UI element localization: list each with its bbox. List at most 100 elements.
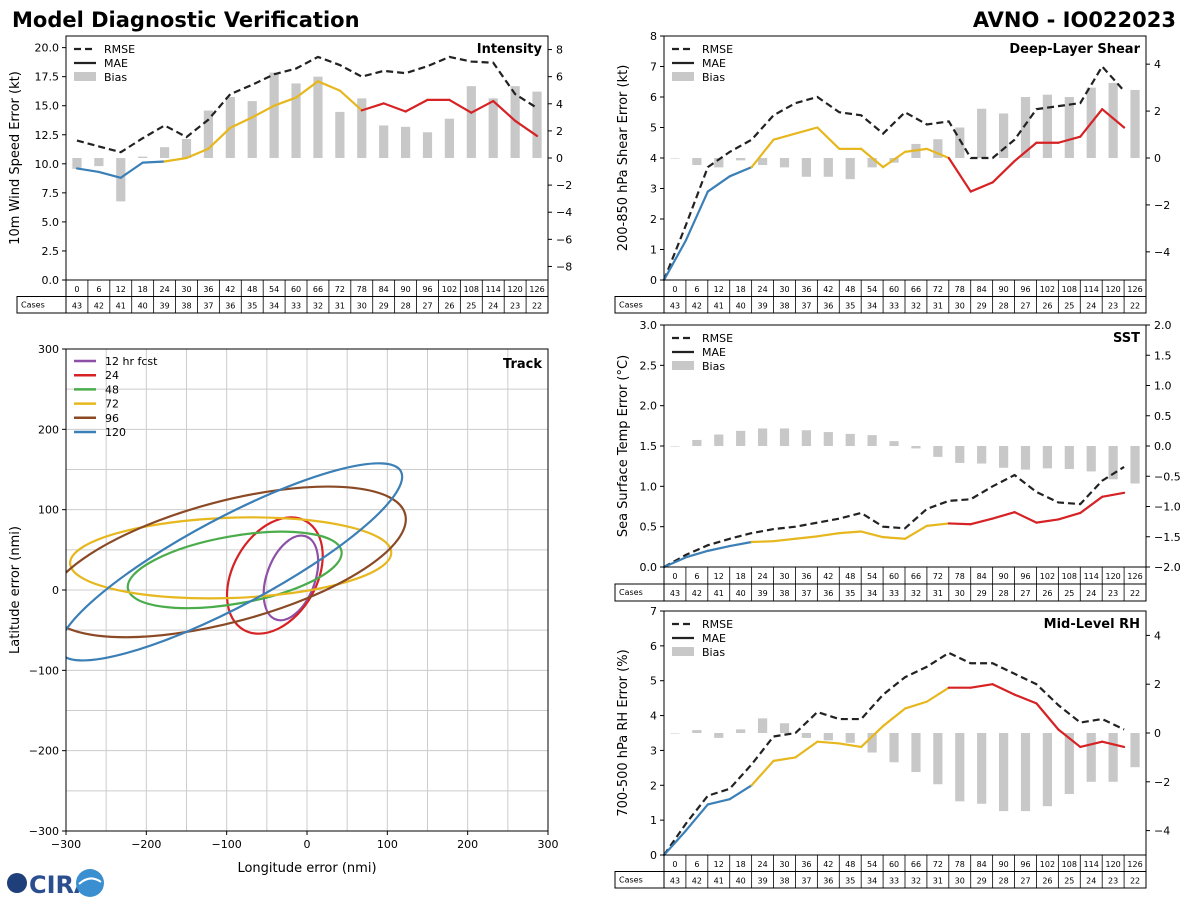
sst-hour-label: 120 xyxy=(1105,572,1120,581)
intensity-mae-segment xyxy=(448,98,473,114)
track-xlabel: Longitude error (nmi) xyxy=(237,861,376,876)
intensity-mae-segment xyxy=(360,102,385,112)
intensity-hour-label: 42 xyxy=(225,285,235,294)
shear-case-count: 42 xyxy=(692,302,702,311)
rh-case-count: 39 xyxy=(757,877,767,886)
shear-mae-segment xyxy=(706,175,731,193)
sst-y2tick-label: −1.5 xyxy=(1154,531,1181,544)
intensity-bias-bar xyxy=(116,158,126,202)
intensity-mae-segment xyxy=(492,99,517,122)
rh-y2tick-label: 2 xyxy=(1154,678,1161,691)
sst-bias-bar xyxy=(779,428,790,446)
intensity-ytick-label: 17.5 xyxy=(35,71,60,84)
sst-title: SST xyxy=(1113,331,1140,346)
rh-hour-label: 18 xyxy=(736,860,746,869)
intensity-ytick-label: 15.0 xyxy=(35,100,60,113)
shear-case-count: 29 xyxy=(977,302,987,311)
shear-hour-label: 78 xyxy=(955,285,965,294)
rh-hour-label: 90 xyxy=(998,860,1008,869)
shear-legend-bias-swatch xyxy=(672,72,694,81)
intensity-case-count: 39 xyxy=(159,302,169,311)
shear-hour-label: 30 xyxy=(779,285,789,294)
shear-case-count: 25 xyxy=(1064,302,1074,311)
intensity-hour-label: 84 xyxy=(379,285,389,294)
sst-case-count: 22 xyxy=(1130,589,1140,598)
intensity-panel: 0.0 2.5 5.0 7.5 10.0 12.5 15.0 17.5 20.0 −8 −6 −4 −2… xyxy=(8,35,572,314)
rh-mae-segment xyxy=(684,803,709,832)
track-xtick-label: 100 xyxy=(377,838,398,851)
track-title: Track xyxy=(503,357,542,372)
intensity-mae-segment xyxy=(97,170,122,179)
rh-hour-label: 102 xyxy=(1040,860,1055,869)
rh-mae-segment xyxy=(816,740,841,745)
sst-case-count: 25 xyxy=(1064,589,1074,598)
sst-case-count: 34 xyxy=(867,589,877,598)
sst-rmse-line xyxy=(663,466,1125,568)
sst-hour-label: 24 xyxy=(757,572,767,581)
sst-case-count: 24 xyxy=(1086,589,1096,598)
shear-bias-bar xyxy=(714,158,724,168)
rh-mae-segment xyxy=(794,740,819,759)
intensity-y2tick-label: −8 xyxy=(556,260,572,273)
rh-case-count: 35 xyxy=(845,877,855,886)
intensity-bias-bar xyxy=(400,126,411,158)
shear-ytick-label: 8 xyxy=(650,30,657,43)
rh-mae-segment xyxy=(860,724,885,749)
sst-case-count: 26 xyxy=(1042,589,1052,598)
sst-mae-segment xyxy=(903,524,929,540)
intensity-case-count: 24 xyxy=(488,302,498,311)
rh-bias-bar xyxy=(801,733,812,738)
intensity-case-count: 26 xyxy=(444,302,454,311)
shear-bias-bar xyxy=(998,113,1009,158)
intensity-mae-segment xyxy=(207,126,232,150)
rh-bias-bar xyxy=(823,733,833,741)
shear-hour-label: 72 xyxy=(933,285,943,294)
sst-ytick-label: 1.5 xyxy=(640,440,658,453)
sst-hour-label: 108 xyxy=(1062,572,1077,581)
rh-case-count: 41 xyxy=(714,877,724,886)
shear-hour-label: 102 xyxy=(1040,285,1055,294)
sst-legend-bias-label: Bias xyxy=(702,360,725,373)
rh-case-count: 24 xyxy=(1086,877,1096,886)
rh-bias-bar xyxy=(845,733,855,743)
intensity-cases-label: Cases xyxy=(21,301,45,310)
rh-y2tick-label: −4 xyxy=(1154,825,1170,838)
rh-hour-label: 6 xyxy=(694,860,699,869)
rh-legend-mae-label: MAE xyxy=(702,632,726,645)
intensity-legend-mae-label: MAE xyxy=(104,57,128,70)
intensity-mae-segment xyxy=(119,161,144,179)
track-xtick-label: −100 xyxy=(212,838,242,851)
intensity-bias-bar xyxy=(72,158,82,169)
sst-y2tick-label: 1.5 xyxy=(1154,349,1172,362)
track-ytick-label: 0 xyxy=(52,584,59,597)
shear-case-count: 38 xyxy=(779,302,789,311)
sst-case-count: 38 xyxy=(779,589,789,598)
intensity-mae-segment xyxy=(514,119,539,138)
shear-bias-bar xyxy=(845,158,855,180)
shear-mae-segment xyxy=(947,156,972,193)
rh-hour-label: 84 xyxy=(977,860,987,869)
sst-mae-segment xyxy=(1101,491,1126,498)
sst-ytick-label: 3.0 xyxy=(640,319,658,332)
rh-bias-bar xyxy=(670,733,680,734)
sst-case-count: 36 xyxy=(823,589,833,598)
intensity-y2tick-label: 8 xyxy=(556,44,563,57)
intensity-case-count: 43 xyxy=(72,302,82,311)
rh-y2tick-label: −2 xyxy=(1154,776,1170,789)
sst-bias-bar xyxy=(998,446,1009,468)
track-xtick-label: −300 xyxy=(51,838,81,851)
track-ytick-label: −100 xyxy=(29,664,59,677)
sst-case-count: 35 xyxy=(845,589,855,598)
intensity-bias-bar xyxy=(313,76,323,158)
rh-rmse-line xyxy=(663,651,1125,856)
intensity-title: Intensity xyxy=(477,42,543,57)
shear-bias-bar xyxy=(955,127,965,158)
logo-globe-right xyxy=(76,869,104,897)
sst-case-count: 28 xyxy=(998,589,1008,598)
intensity-hour-label: 36 xyxy=(203,285,213,294)
intensity-case-count: 32 xyxy=(313,302,323,311)
intensity-hour-label: 72 xyxy=(335,285,345,294)
